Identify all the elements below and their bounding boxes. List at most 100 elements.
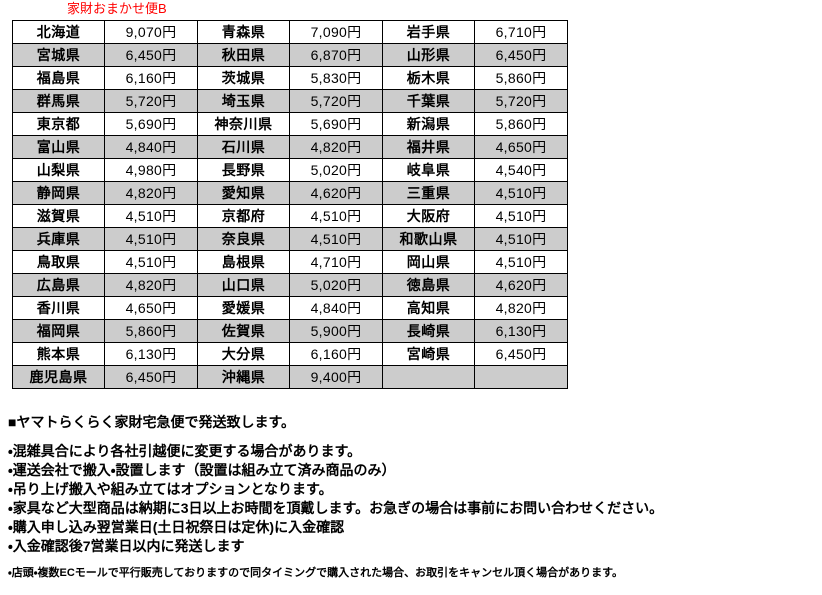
table-row: 富山県 4,840円 石川県 4,820円 福井県 4,650円	[12, 135, 568, 159]
prefecture-price: 9,400円	[289, 365, 383, 389]
prefecture-name: 山梨県	[12, 158, 105, 182]
prefecture-name: 和歌山県	[382, 227, 475, 251]
table-row: 香川県 4,650円 愛媛県 4,840円 高知県 4,820円	[12, 296, 568, 320]
prefecture-price: 6,450円	[104, 365, 198, 389]
prefecture-name: 島根県	[197, 250, 290, 274]
prefecture-name: 青森県	[197, 20, 290, 44]
prefecture-price: 4,510円	[474, 181, 568, 205]
note-item: ・入金確認後7営業日以内に発送します	[8, 538, 245, 554]
prefecture-name: 山口県	[197, 273, 290, 297]
prefecture-name: 福岡県	[12, 319, 105, 343]
table-row: 鹿児島県 6,450円 沖縄県 9,400円	[12, 365, 568, 389]
prefecture-name: 岡山県	[382, 250, 475, 274]
prefecture-price: 6,450円	[104, 43, 198, 67]
prefecture-name: 滋賀県	[12, 204, 105, 228]
prefecture-name: 鹿児島県	[12, 365, 105, 389]
prefecture-price: 5,020円	[289, 158, 383, 182]
table-row: 群馬県 5,720円 埼玉県 5,720円 千葉県 5,720円	[12, 89, 568, 113]
prefecture-name: 福井県	[382, 135, 475, 159]
prefecture-name: 京都府	[197, 204, 290, 228]
table-row: 山梨県 4,980円 長野県 5,020円 岐阜県 4,540円	[12, 158, 568, 182]
prefecture-name: 奈良県	[197, 227, 290, 251]
prefecture-name: 宮崎県	[382, 342, 475, 366]
prefecture-price: 4,980円	[104, 158, 198, 182]
prefecture-name: 群馬県	[12, 89, 105, 113]
prefecture-name: 千葉県	[382, 89, 475, 113]
prefecture-name: 北海道	[12, 20, 105, 44]
table-row: 兵庫県 4,510円 奈良県 4,510円 和歌山県 4,510円	[12, 227, 568, 251]
prefecture-price: 4,710円	[289, 250, 383, 274]
prefecture-name: 大阪府	[382, 204, 475, 228]
table-row: 福岡県 5,860円 佐賀県 5,900円 長崎県 6,130円	[12, 319, 568, 343]
shipping-notes-section: ■ヤマトらくらく家財宅急便で発送致します。 ・混雑具合により各社引越便に変更する…	[8, 412, 814, 581]
note-item: ・混雑具合により各社引越便に変更する場合があります。	[8, 443, 362, 459]
prefecture-price: 7,090円	[289, 20, 383, 44]
prefecture-price: 4,510円	[104, 227, 198, 251]
prefecture-name: 富山県	[12, 135, 105, 159]
prefecture-name: 三重県	[382, 181, 475, 205]
prefecture-price: 4,510円	[474, 227, 568, 251]
prefecture-price: 9,070円	[104, 20, 198, 44]
prefecture-name: 大分県	[197, 342, 290, 366]
prefecture-name: 徳島県	[382, 273, 475, 297]
prefecture-price: 4,820円	[474, 296, 568, 320]
empty-cell	[382, 365, 475, 389]
table-row: 東京都 5,690円 神奈川県 5,690円 新潟県 5,860円	[12, 112, 568, 136]
prefecture-price: 6,870円	[289, 43, 383, 67]
prefecture-name: 長崎県	[382, 319, 475, 343]
prefecture-price: 4,820円	[289, 135, 383, 159]
prefecture-name: 宮城県	[12, 43, 105, 67]
prefecture-price: 4,620円	[289, 181, 383, 205]
prefecture-name: 秋田県	[197, 43, 290, 67]
prefecture-price: 4,510円	[474, 204, 568, 228]
prefecture-name: 岐阜県	[382, 158, 475, 182]
prefecture-price: 5,690円	[104, 112, 198, 136]
prefecture-name: 広島県	[12, 273, 105, 297]
table-row: 滋賀県 4,510円 京都府 4,510円 大阪府 4,510円	[12, 204, 568, 228]
prefecture-price: 6,450円	[474, 342, 568, 366]
prefecture-name: 東京都	[12, 112, 105, 136]
table-row: 鳥取県 4,510円 島根県 4,710円 岡山県 4,510円	[12, 250, 568, 274]
prefecture-price: 4,510円	[474, 250, 568, 274]
prefecture-price: 5,020円	[289, 273, 383, 297]
prefecture-price: 4,510円	[104, 250, 198, 274]
note-item: ・購入申し込み翌営業日(土日祝祭日は定休)に入金確認	[8, 519, 345, 535]
prefecture-name: 福島県	[12, 66, 105, 90]
shipping-fee-table: 北海道 9,070円 青森県 7,090円 岩手県 6,710円 宮城県 6,450円 秋田県 6…	[12, 20, 568, 389]
prefecture-price: 6,710円	[474, 20, 568, 44]
prefecture-price: 6,130円	[104, 342, 198, 366]
prefecture-name: 石川県	[197, 135, 290, 159]
prefecture-price: 5,830円	[289, 66, 383, 90]
prefecture-price: 4,510円	[104, 204, 198, 228]
prefecture-price: 5,860円	[474, 112, 568, 136]
note-item: ・運送会社で搬入・設置します（設置は組み立て済み商品のみ）	[8, 462, 396, 478]
prefecture-price: 4,510円	[289, 227, 383, 251]
prefecture-price: 4,540円	[474, 158, 568, 182]
prefecture-price: 4,650円	[474, 135, 568, 159]
prefecture-price: 5,720円	[289, 89, 383, 113]
prefecture-name: 鳥取県	[12, 250, 105, 274]
table-row: 福島県 6,160円 茨城県 5,830円 栃木県 5,860円	[12, 66, 568, 90]
empty-cell	[474, 365, 568, 389]
prefecture-price: 4,620円	[474, 273, 568, 297]
notes-fine-print: ・店頭・複数ECモールで平行販売しておりますので同タイミングで購入された場合、お…	[8, 567, 623, 579]
prefecture-name: 高知県	[382, 296, 475, 320]
prefecture-price: 5,720円	[474, 89, 568, 113]
prefecture-name: 愛媛県	[197, 296, 290, 320]
prefecture-price: 5,900円	[289, 319, 383, 343]
table-row: 静岡県 4,820円 愛知県 4,620円 三重県 4,510円	[12, 181, 568, 205]
prefecture-price: 6,450円	[474, 43, 568, 67]
prefecture-price: 4,820円	[104, 181, 198, 205]
prefecture-name: 熊本県	[12, 342, 105, 366]
prefecture-name: 静岡県	[12, 181, 105, 205]
notes-list: ・混雑具合により各社引越便に変更する場合があります。・運送会社で搬入・設置します…	[8, 442, 814, 556]
prefecture-name: 佐賀県	[197, 319, 290, 343]
prefecture-name: 長野県	[197, 158, 290, 182]
table-row: 宮城県 6,450円 秋田県 6,870円 山形県 6,450円	[12, 43, 568, 67]
prefecture-price: 4,820円	[104, 273, 198, 297]
notes-heading: ■ヤマトらくらく家財宅急便で発送致します。	[8, 414, 296, 430]
prefecture-name: 埼玉県	[197, 89, 290, 113]
prefecture-name: 茨城県	[197, 66, 290, 90]
table-row: 広島県 4,820円 山口県 5,020円 徳島県 4,620円	[12, 273, 568, 297]
note-item: ・吊り上げ搬入や組み立てはオプションとなります。	[8, 481, 333, 497]
